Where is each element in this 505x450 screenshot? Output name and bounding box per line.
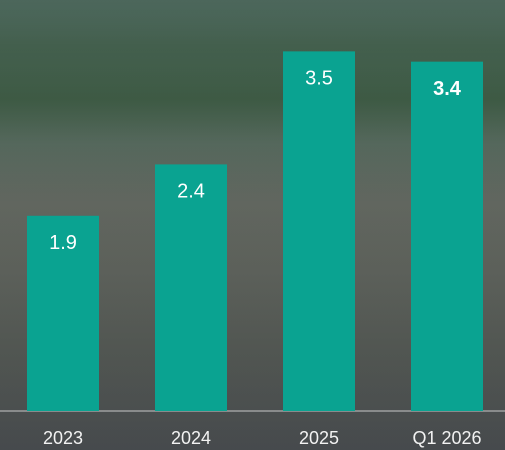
x-tick-label: Q1 2026 (412, 428, 481, 448)
bar (27, 215, 99, 411)
x-tick-label: 2023 (43, 428, 83, 448)
value-label: 1.9 (49, 232, 77, 254)
bar (411, 61, 483, 412)
value-label: 3.4 (433, 78, 462, 100)
bar (155, 164, 227, 411)
value-label: 3.5 (305, 68, 333, 90)
bar (283, 51, 355, 411)
value-label: 2.4 (177, 181, 205, 203)
x-tick-label: 2025 (299, 428, 339, 448)
x-tick-label: 2024 (171, 428, 211, 448)
